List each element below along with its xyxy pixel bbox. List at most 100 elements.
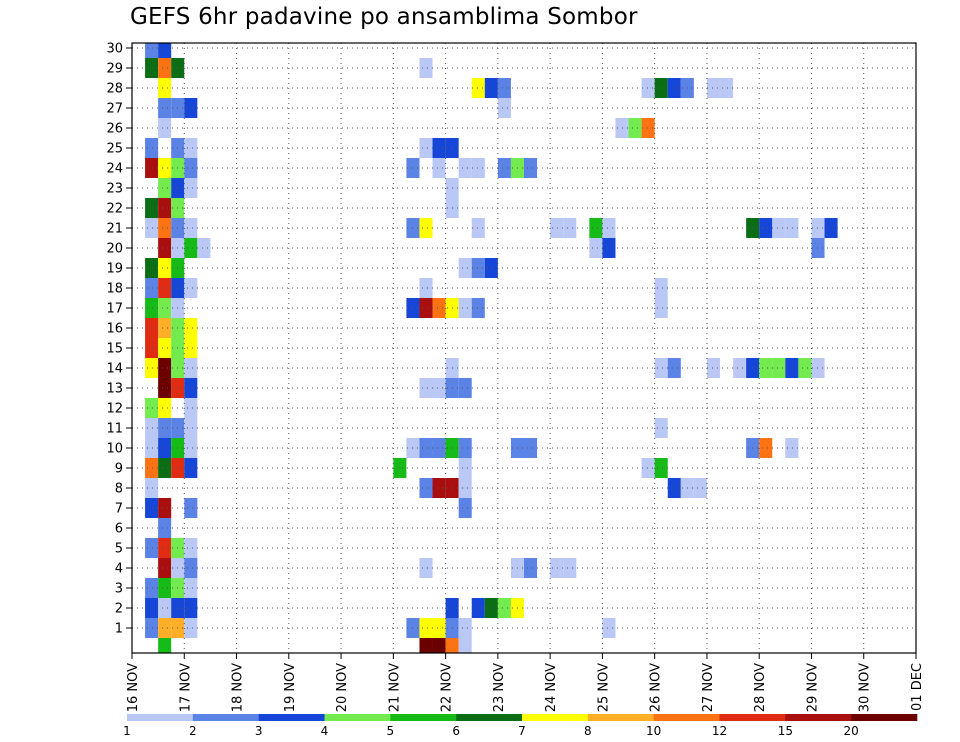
heatmap-cell xyxy=(497,78,511,98)
heatmap-cell xyxy=(145,538,159,558)
colorbar-label: 12 xyxy=(712,724,727,738)
heatmap-cell xyxy=(145,218,159,238)
heatmap-cell xyxy=(654,278,668,298)
chart-title: GEFS 6hr padavine po ansamblima Sombor xyxy=(130,4,638,30)
heatmap-cell xyxy=(419,218,433,238)
colorbar-label: 1 xyxy=(123,724,131,738)
y-tick-label: 6 xyxy=(115,522,123,537)
heatmap-cell xyxy=(158,78,172,98)
heatmap-cell xyxy=(654,78,668,98)
heatmap-cell xyxy=(706,358,720,378)
heatmap-cell xyxy=(432,298,446,318)
heatmap-cell xyxy=(550,558,564,578)
heatmap-cell xyxy=(641,458,655,478)
y-tick-label: 10 xyxy=(106,442,123,457)
colorbar-swatch xyxy=(719,714,786,721)
heatmap-cell xyxy=(145,158,159,178)
y-tick-label: 14 xyxy=(106,362,123,377)
colorbar-swatch xyxy=(324,714,391,721)
x-tick-label: 25 NOV xyxy=(596,663,611,712)
y-tick-label: 25 xyxy=(106,142,123,157)
heatmap-cell xyxy=(145,418,159,438)
heatmap-cell xyxy=(184,438,198,458)
y-tick-label: 5 xyxy=(115,542,123,557)
colorbar-label: 7 xyxy=(518,724,526,738)
heatmap-cell xyxy=(158,638,172,653)
heatmap-cell xyxy=(184,378,198,398)
heatmap-cell xyxy=(772,218,786,238)
heatmap-cell xyxy=(145,138,159,158)
heatmap-cell xyxy=(158,558,172,578)
y-tick-label: 9 xyxy=(115,462,123,477)
heatmap-cell xyxy=(458,638,472,653)
heatmap-cell xyxy=(785,218,799,238)
y-tick-label: 3 xyxy=(115,582,123,597)
y-tick-label: 12 xyxy=(106,402,123,417)
heatmap-cell xyxy=(602,238,616,258)
y-tick-label: 15 xyxy=(106,342,123,357)
colorbar-label: 15 xyxy=(778,724,793,738)
heatmap-cell xyxy=(641,118,655,138)
heatmap-cell xyxy=(667,358,681,378)
heatmap-cell xyxy=(458,158,472,178)
colorbar-swatch xyxy=(456,714,523,721)
heatmap-cell xyxy=(706,78,720,98)
colorbar-label: 10 xyxy=(646,724,661,738)
heatmap-cell xyxy=(589,218,603,238)
heatmap-cell xyxy=(145,598,159,618)
heatmap-cell xyxy=(158,338,172,358)
colorbar-label: 20 xyxy=(844,724,859,738)
heatmap-cell xyxy=(628,118,642,138)
heatmap-cell xyxy=(811,358,825,378)
heatmap-cell xyxy=(641,78,655,98)
colorbar-swatch xyxy=(587,714,654,721)
heatmap-cell xyxy=(145,43,159,58)
y-tick-label: 28 xyxy=(106,82,123,97)
heatmap-cell xyxy=(184,598,198,618)
heatmap-cell xyxy=(432,618,446,638)
heatmap-cell xyxy=(497,98,511,118)
heatmap-cell xyxy=(145,58,159,78)
x-tick-label: 24 NOV xyxy=(544,663,559,712)
colorbar-label: 4 xyxy=(321,724,329,738)
heatmap-cell xyxy=(654,458,668,478)
heatmap-cell xyxy=(471,78,485,98)
y-tick-label: 8 xyxy=(115,482,123,497)
heatmap-cell xyxy=(524,158,538,178)
heatmap-cell xyxy=(497,158,511,178)
heatmap-cell xyxy=(471,298,485,318)
x-tick-label: 30 NOV xyxy=(858,663,873,712)
heatmap-cell xyxy=(158,178,172,198)
y-tick-label: 13 xyxy=(106,382,123,397)
colorbar-swatch xyxy=(258,714,325,721)
heatmap-cell xyxy=(158,358,172,378)
y-tick-label: 19 xyxy=(106,262,123,277)
colorbar: 1 2 3 4 5 6 7 8 10 12 15 20 xyxy=(123,714,918,738)
heatmap-cell xyxy=(158,518,172,538)
x-tick-label: 28 NOV xyxy=(753,663,768,712)
heatmap-cell xyxy=(419,638,433,653)
y-tick-label: 2 xyxy=(115,602,123,617)
heatmap-cell xyxy=(445,638,459,653)
heatmap-cell xyxy=(158,498,172,518)
heatmap-cell xyxy=(184,618,198,638)
heatmap-cell xyxy=(158,238,172,258)
heatmap-cell xyxy=(602,618,616,638)
heatmap-cell xyxy=(693,478,707,498)
colorbar-swatch xyxy=(653,714,720,721)
heatmap-cell xyxy=(158,318,172,338)
heatmap-cell xyxy=(654,418,668,438)
y-tick-label: 22 xyxy=(106,202,123,217)
heatmap-cell xyxy=(563,558,577,578)
heatmap-cell xyxy=(432,638,446,653)
heatmap-cell xyxy=(759,438,773,458)
y-tick-label: 1 xyxy=(115,622,123,637)
heatmap-cell xyxy=(158,258,172,278)
heatmap-cell xyxy=(145,278,159,298)
heatmap-cell xyxy=(419,618,433,638)
heatmap-cell xyxy=(184,178,198,198)
x-tick-label: 20 NOV xyxy=(335,663,350,712)
heatmap-cell xyxy=(184,338,198,358)
heatmap-cell xyxy=(419,438,433,458)
heatmap-cell xyxy=(158,398,172,418)
